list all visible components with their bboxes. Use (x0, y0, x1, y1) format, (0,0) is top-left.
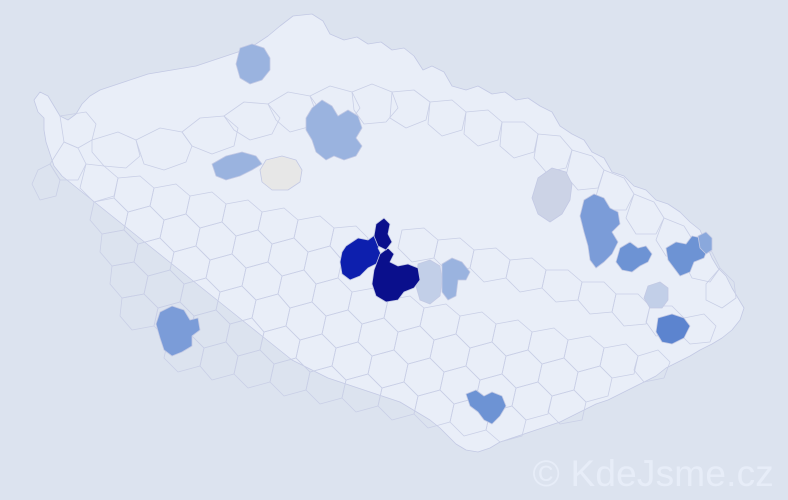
region-medium-center-2 (441, 257, 471, 301)
region-pale-bruntal (643, 281, 669, 309)
region-klatovy (155, 305, 201, 357)
region-no-data-kadan (259, 155, 303, 191)
region-hodonin (465, 389, 507, 425)
region-trutnov-lavender (531, 167, 573, 223)
region-nachod (579, 193, 621, 269)
region-sumperk (665, 235, 709, 277)
region-pale-center-1 (415, 259, 443, 305)
watermark-kdejsme: © KdeJsme.cz (532, 453, 774, 494)
region-rychnov (615, 241, 653, 273)
region-jesenik-sliver (697, 231, 713, 255)
map-base-layer (33, 13, 745, 453)
region-top-2 (371, 247, 421, 303)
region-louny (211, 151, 263, 181)
highlight-layer (155, 43, 713, 425)
region-top-3 (373, 217, 393, 251)
country-body (33, 13, 745, 453)
region-opava (655, 313, 691, 345)
region-nymburk (305, 99, 363, 161)
region-mlada-boleslav (235, 43, 271, 85)
